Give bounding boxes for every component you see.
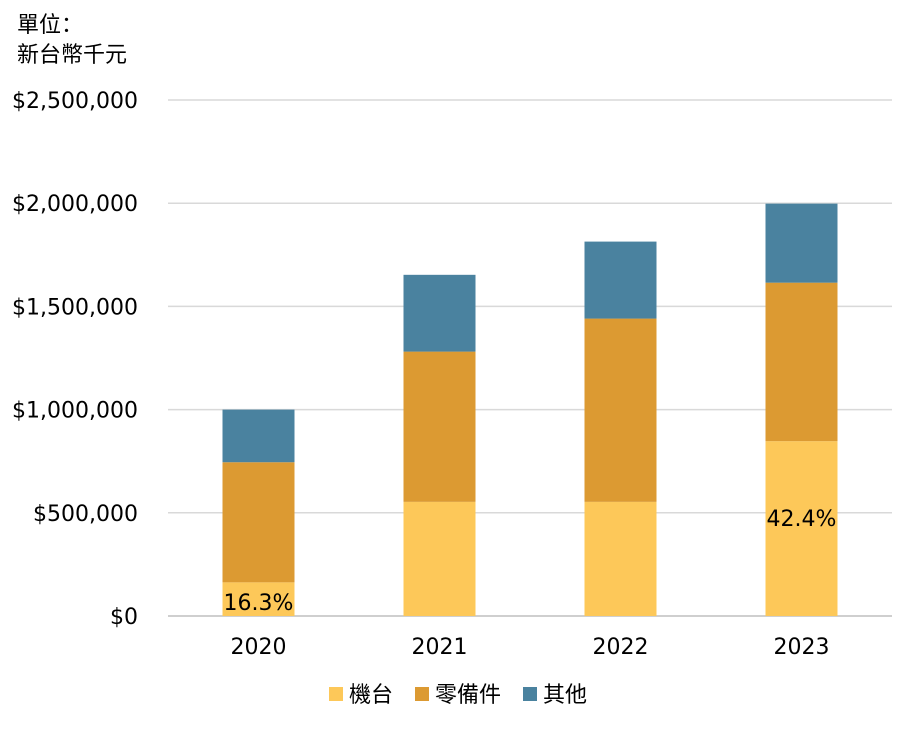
legend-item: 零備件 bbox=[415, 683, 501, 708]
legend-swatch bbox=[329, 687, 343, 701]
x-tick-label: 2020 bbox=[231, 635, 287, 660]
bar-segment bbox=[403, 351, 476, 502]
x-axis-tick-labels: 2020 2021 2022 2023 bbox=[231, 635, 830, 660]
x-tick-label: 2021 bbox=[412, 635, 468, 660]
bar-segment bbox=[222, 409, 295, 463]
x-tick-label: 2023 bbox=[774, 635, 830, 660]
data-labels: 16.3% 42.4% bbox=[224, 507, 837, 616]
y-tick-label: $1,500,000 bbox=[12, 295, 138, 320]
data-label: 42.4% bbox=[767, 507, 837, 532]
legend-item: 機台 bbox=[329, 683, 393, 708]
bar-segment bbox=[403, 501, 476, 616]
bar-segment bbox=[765, 441, 838, 616]
legend-swatch bbox=[415, 687, 429, 701]
bar-segment bbox=[584, 501, 657, 616]
unit-label-line-2: 新台幣千元 bbox=[17, 43, 127, 68]
y-axis-tick-labels: $0 $500,000 $1,000,000 $1,500,000 $2,000,000… bbox=[12, 89, 138, 630]
y-tick-label: $1,000,000 bbox=[12, 399, 138, 424]
bar-segment bbox=[765, 203, 838, 283]
legend-item: 其他 bbox=[523, 683, 587, 708]
legend-label: 其他 bbox=[543, 683, 587, 708]
data-label: 16.3% bbox=[224, 591, 294, 616]
bar-segment bbox=[584, 318, 657, 502]
x-tick-label: 2022 bbox=[593, 635, 649, 660]
bars bbox=[222, 203, 838, 616]
legend-label: 機台 bbox=[349, 683, 393, 708]
bar-segment bbox=[222, 462, 295, 583]
y-tick-label: $2,000,000 bbox=[12, 192, 138, 217]
bar-segment bbox=[222, 582, 295, 616]
legend-label: 零備件 bbox=[435, 683, 501, 708]
legend: 機台 零備件 其他 bbox=[329, 683, 587, 708]
legend-swatch bbox=[523, 687, 537, 701]
y-tick-label: $2,500,000 bbox=[12, 89, 138, 114]
y-tick-label: $500,000 bbox=[33, 502, 138, 527]
y-tick-label: $0 bbox=[110, 605, 138, 630]
bar-segment bbox=[765, 282, 838, 442]
unit-label-line-1: 單位： bbox=[17, 13, 83, 38]
bar-segment bbox=[403, 274, 476, 352]
bar-segment bbox=[584, 241, 657, 319]
